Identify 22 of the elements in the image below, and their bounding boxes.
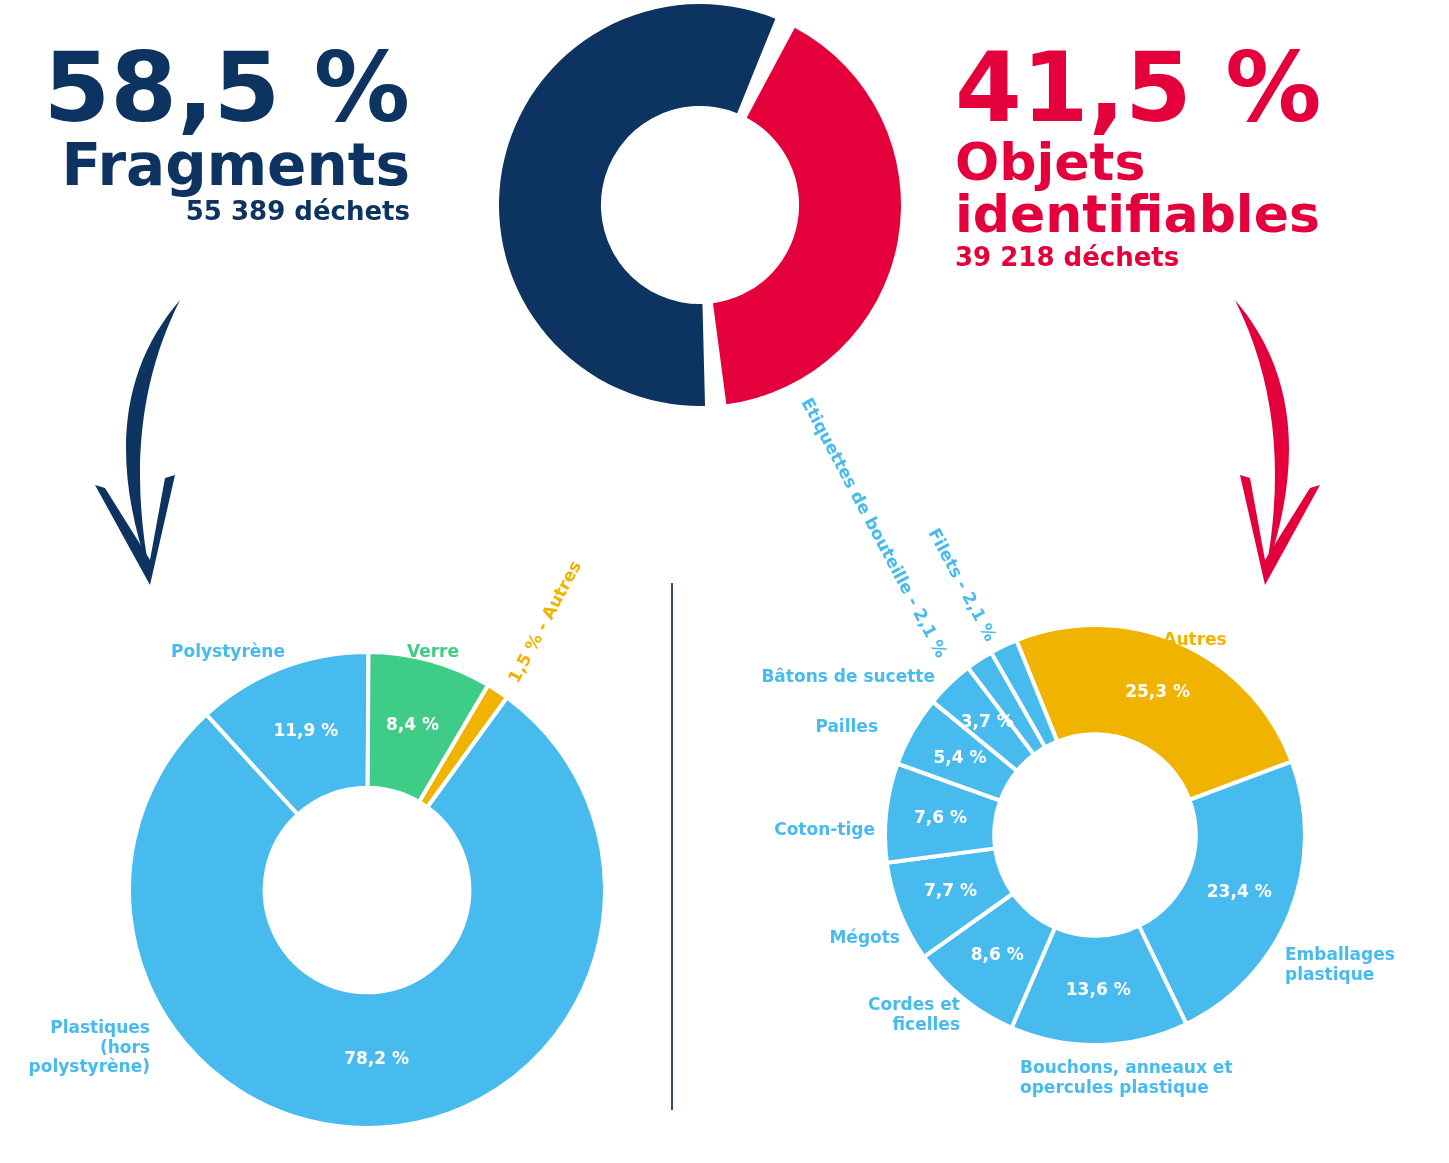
- slice-label: Bâtons de sucette: [761, 666, 935, 687]
- data-label: 7,7 %: [923, 880, 977, 901]
- data-label: 23,4 %: [1206, 881, 1272, 902]
- slice-label: Pailles: [815, 716, 878, 737]
- slice-label: Plastiques (hors polystyrène): [27, 1017, 150, 1077]
- slice-label: Coton-tige: [774, 819, 875, 840]
- slice-label: Mégots: [829, 927, 900, 948]
- slice-label: Cordes et ficelles: [867, 994, 960, 1035]
- data-label: 78,2 %: [344, 1048, 410, 1069]
- data-label: 5,4 %: [933, 746, 987, 767]
- slice-label: Verre: [406, 641, 460, 662]
- text: 39 218 déchets: [955, 242, 1181, 272]
- slice-label: Polystyrène: [171, 641, 285, 662]
- data-label: 7,6 %: [913, 806, 968, 827]
- data-label: 8,6 %: [970, 944, 1024, 965]
- data-label: 25,3 %: [1125, 681, 1191, 702]
- data-label: 11,9 %: [273, 719, 339, 740]
- slice-label: Bouchons, anneaux et opercules plastique: [1020, 1057, 1234, 1098]
- data-label: 13,6 %: [1065, 978, 1131, 999]
- slice-label: Emballages plastique: [1285, 944, 1396, 985]
- text: 55 389 déchets: [185, 196, 410, 226]
- data-label: 8,4 %: [385, 714, 439, 735]
